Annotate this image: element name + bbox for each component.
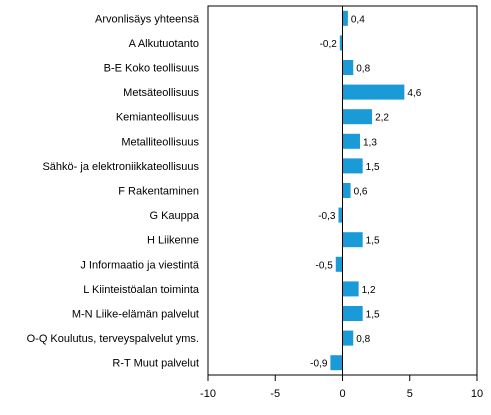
- category-label: M-N Liike-elämän palvelut: [72, 309, 199, 321]
- data-label: 0,4: [351, 14, 365, 25]
- category-label: Metalliteollisuus: [121, 136, 199, 148]
- bar: [342, 232, 363, 248]
- data-label: -0,3: [318, 211, 336, 222]
- x-tick-label: -10: [200, 388, 216, 400]
- category-label: H Liikenne: [147, 235, 199, 247]
- bar: [342, 60, 354, 75]
- category-label: Metsäteollisuus: [123, 87, 199, 99]
- data-label: 0,8: [356, 64, 370, 75]
- x-tick-label: 10: [471, 388, 483, 400]
- category-label: F Rakentaminen: [118, 186, 199, 198]
- data-label: 4,6: [407, 88, 421, 99]
- bar: [338, 207, 343, 223]
- x-tick-label: -5: [270, 388, 280, 400]
- bar: [342, 306, 363, 321]
- bar: [342, 281, 359, 297]
- data-label: 1,5: [366, 236, 380, 247]
- data-label: -0,2: [320, 39, 338, 50]
- bar: [342, 109, 373, 125]
- data-label: 0,6: [354, 187, 368, 198]
- category-label: J Informaatio ja viestintä: [80, 259, 199, 271]
- data-label: 1,5: [366, 310, 380, 321]
- bar: [342, 183, 351, 198]
- bar: [342, 133, 360, 149]
- category-label: A Alkutuotanto: [129, 38, 199, 50]
- category-label: Sähkö- ja elektroniikkateollisuus: [42, 161, 199, 173]
- bar: [342, 10, 348, 26]
- bar: [342, 84, 405, 100]
- bar: [335, 256, 343, 272]
- category-labels: Arvonlisäys yhteensä A Alkutuotanto B-E Ko…: [27, 13, 200, 369]
- bar: [330, 355, 343, 371]
- data-label: 0,8: [356, 334, 370, 345]
- data-label: 1,3: [363, 137, 377, 148]
- bars-group: [330, 10, 405, 371]
- data-label: 2,2: [375, 113, 389, 124]
- data-label: -0,9: [310, 359, 328, 370]
- category-label: O-Q Koulutus, terveyspalvelut yms.: [27, 333, 199, 345]
- category-label: G Kauppa: [149, 210, 199, 222]
- category-label: Arvonlisäys yhteensä: [95, 13, 200, 25]
- category-label: Kemianteollisuus: [116, 112, 200, 124]
- category-label: B-E Koko teollisuus: [104, 63, 200, 75]
- bar: [342, 158, 363, 174]
- category-label: L Kiinteistöalan toiminta: [83, 284, 200, 296]
- data-label: 1,2: [362, 285, 376, 296]
- data-label: -0,5: [316, 260, 334, 271]
- x-tick-label: 0: [339, 388, 345, 400]
- data-labels: 0,4 -0,2 0,8 4,6 2,2 1,3 1,5 0,6 -0,3 1,5 -0,5 1,2 1…: [310, 14, 422, 369]
- data-label: 1,5: [366, 162, 380, 173]
- x-tick-label: 5: [407, 388, 413, 400]
- category-label: R-T Muut palvelut: [112, 358, 199, 370]
- bar: [339, 35, 343, 51]
- bar: [342, 330, 354, 346]
- x-axis: -10 -5 0 5 10: [200, 375, 483, 400]
